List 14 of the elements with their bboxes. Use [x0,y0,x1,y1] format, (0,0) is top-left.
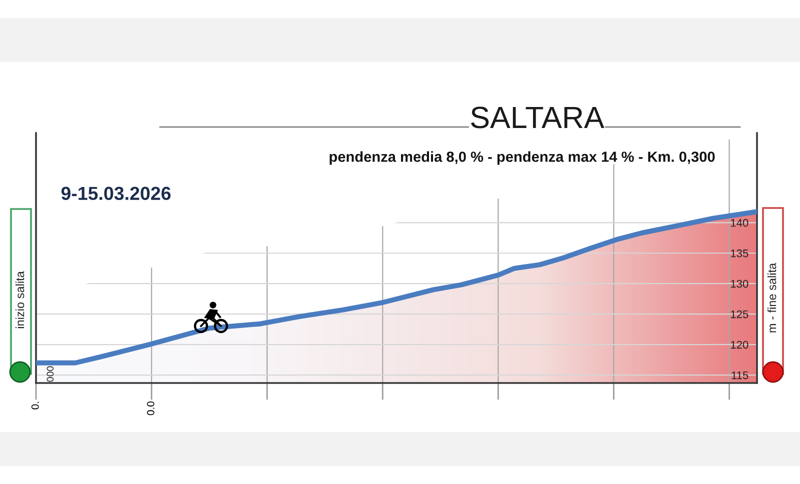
chart-title: SALTARA [471,106,604,128]
text: inizio salita [16,271,24,328]
text: pendenza media 8,0 % - pendenza max 14 % - Km. 0,300 [330,151,715,165]
y-tick-label: 125 [730,310,748,318]
annotation: 9-15.03.2026 [61,186,171,200]
y-tick-label: 130 [730,280,748,288]
y-tick-label: 140 [730,218,748,227]
x-tick-label: 0. [31,402,39,410]
x-tick-label: 0.0 [146,401,154,416]
annotation: 000 [46,366,54,382]
y-tick-label: 115 [732,371,748,380]
y-tick-label: 120 [730,340,748,349]
y-tick-label: 135 [730,249,748,258]
text: m - fine salita [767,262,776,332]
